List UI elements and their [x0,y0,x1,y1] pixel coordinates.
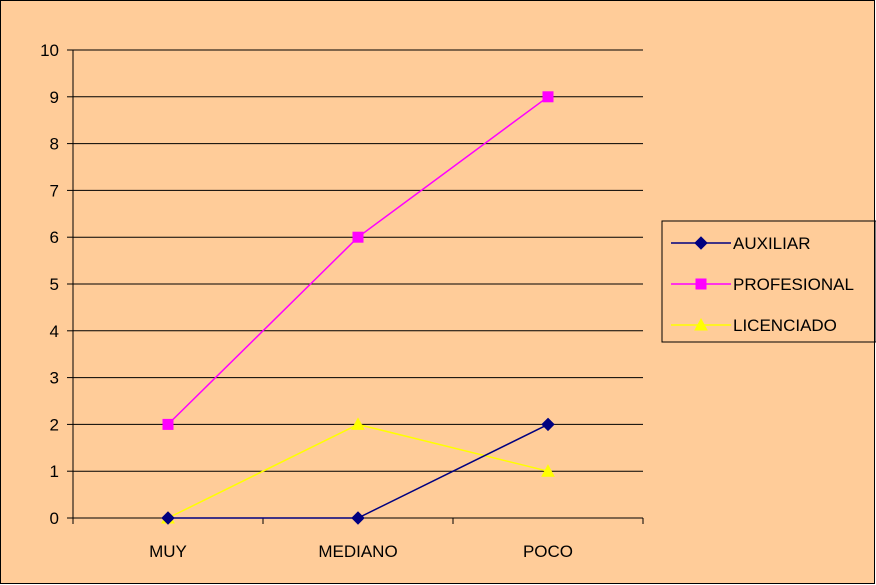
y-tick-label: 0 [50,509,59,528]
data-point [542,91,554,103]
y-tick-label: 1 [50,462,59,481]
data-point [351,511,365,525]
y-tick-label: 10 [40,41,59,60]
series-profesional [162,91,554,430]
x-tick-label: MUY [149,542,187,561]
legend-label: AUXILIAR [733,234,810,253]
y-tick-label: 3 [50,369,59,388]
gridlines [73,49,643,472]
legend-label: PROFESIONAL [733,275,854,294]
data-point [351,417,365,430]
x-tick-label: MEDIANO [318,542,397,561]
y-tick-label: 7 [50,181,59,200]
legend-label: LICENCIADO [733,316,837,335]
data-point [352,231,364,243]
legend-box [661,220,876,343]
y-tick-label: 2 [50,415,59,434]
y-axis-ticks: 0 1 2 3 4 5 6 7 8 9 10 [40,41,73,528]
series-auxiliar [161,417,555,525]
data-point [162,418,174,430]
x-tick-label: POCO [523,542,573,561]
x-axis-ticks: MUY MEDIANO POCO [72,518,644,561]
y-tick-label: 9 [50,88,59,107]
legend-item-auxiliar: AUXILIAR [671,234,810,253]
legend-item-licenciado: LICENCIADO [671,316,837,335]
legend-marker [694,236,708,250]
legend-item-profesional: PROFESIONAL [671,275,854,294]
legend-marker [695,278,707,290]
y-tick-label: 6 [50,228,59,247]
legend: AUXILIAR PROFESIONAL LICENCIADO [661,220,876,343]
y-tick-label: 4 [50,322,59,341]
series-line [167,96,549,425]
y-tick-label: 8 [50,135,59,154]
legend-marker [694,317,708,331]
series-lines [161,91,555,525]
data-point [161,511,175,525]
data-point [541,417,555,432]
data-point [541,464,555,477]
y-tick-label: 5 [50,275,59,294]
